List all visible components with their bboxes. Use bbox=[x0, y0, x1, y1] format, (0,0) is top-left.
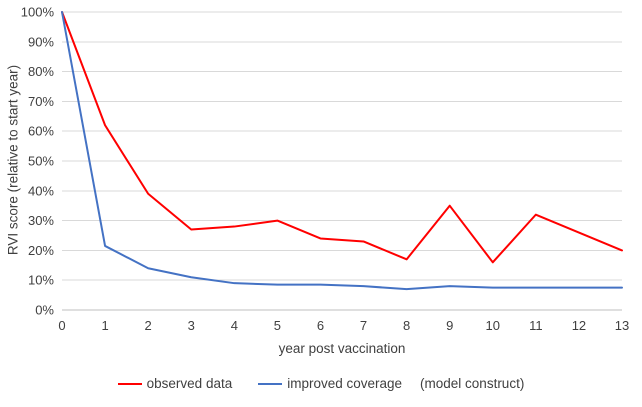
legend-line-swatch bbox=[258, 382, 283, 385]
x-axis-title: year post vaccination bbox=[278, 341, 406, 356]
y-tick-label: 80% bbox=[28, 64, 54, 79]
x-tick-label: 7 bbox=[360, 318, 367, 333]
x-tick-label: 11 bbox=[529, 318, 543, 333]
y-tick-label: 10% bbox=[28, 273, 54, 288]
x-tick-label: 5 bbox=[274, 318, 281, 333]
series-line-improved-coverage bbox=[61, 11, 623, 291]
x-tick-label: 4 bbox=[231, 318, 238, 333]
x-tick-label: 1 bbox=[101, 318, 108, 333]
x-tick-label: 12 bbox=[572, 318, 586, 333]
y-tick-label: 40% bbox=[28, 183, 54, 198]
y-tick-label: 50% bbox=[28, 154, 54, 169]
y-tick-label: 30% bbox=[28, 213, 54, 228]
y-tick-label: 100% bbox=[21, 5, 55, 20]
y-tick-label: 60% bbox=[28, 124, 54, 139]
legend: observed data improved coverage (model con… bbox=[0, 376, 642, 391]
x-tick-label: 2 bbox=[145, 318, 152, 333]
legend-item-observed-data: observed data bbox=[117, 376, 233, 391]
legend-note: (model construct) bbox=[420, 376, 525, 391]
plot-area: 0%10%20%30%40%50%60%70%80%90%100%0 1 2 3 4 5 6… bbox=[21, 5, 629, 334]
legend-line-swatch bbox=[117, 382, 142, 385]
legend-item-improved-coverage: improved coverage bbox=[258, 376, 402, 391]
x-tick-label: 0 bbox=[58, 318, 65, 333]
x-tick-label: 3 bbox=[188, 318, 195, 333]
x-tick-label: 13 bbox=[615, 318, 629, 333]
legend-label: observed data bbox=[146, 376, 233, 391]
y-tick-label: 0% bbox=[35, 303, 54, 318]
x-tick-label: 9 bbox=[446, 318, 453, 333]
y-tick-label: 90% bbox=[28, 34, 54, 49]
y-tick-label: 20% bbox=[28, 243, 54, 258]
legend-label: improved coverage bbox=[287, 376, 403, 391]
x-tick-label: 6 bbox=[317, 318, 324, 333]
series-line-observed-data bbox=[61, 11, 623, 264]
x-tick-label: 8 bbox=[403, 318, 410, 333]
x-tick-label: 10 bbox=[486, 318, 500, 333]
y-tick-label: 70% bbox=[28, 94, 54, 109]
